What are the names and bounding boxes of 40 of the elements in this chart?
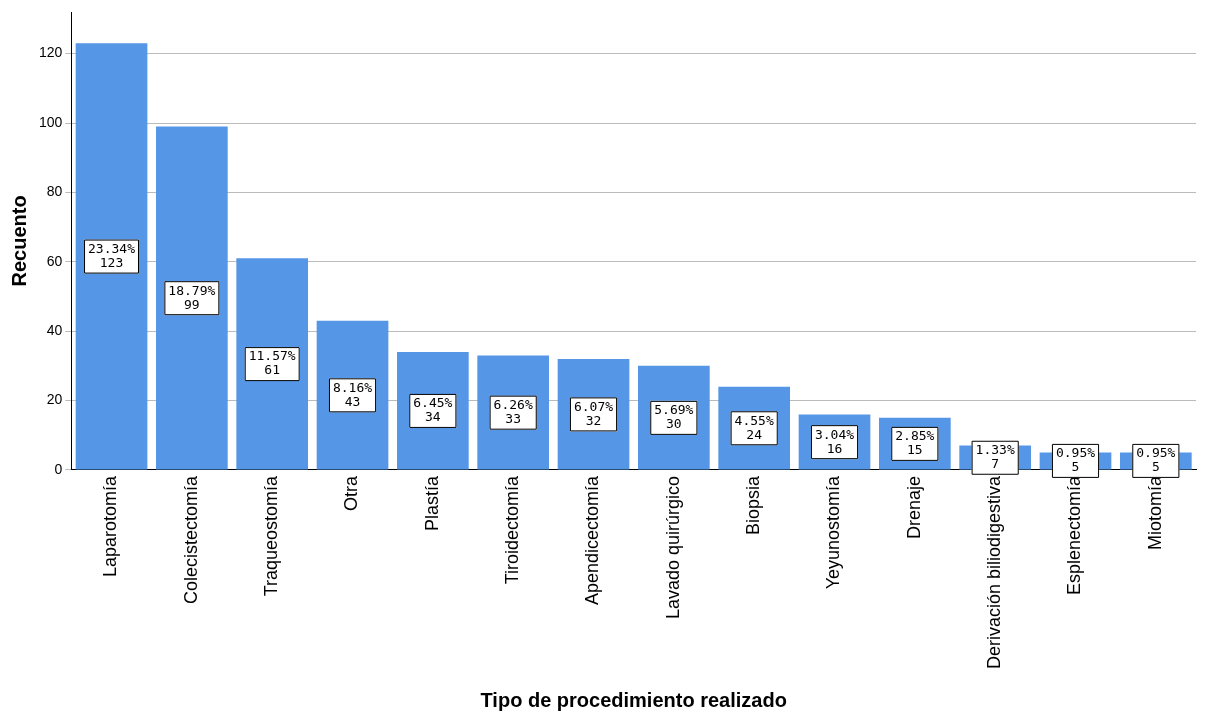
data-label: 18.79% 99 <box>168 282 216 312</box>
data-label: 23.34% 123 <box>88 240 136 270</box>
x-tick-label: Miotomía <box>1144 474 1165 550</box>
data-label: 1.33% 7 <box>975 442 1015 472</box>
data-label: 0.95% 5 <box>1136 445 1176 475</box>
data-label: 6.45% 34 <box>413 395 453 425</box>
x-tick-label: Drenaje <box>903 475 924 539</box>
x-tick-label: Apendicectomía <box>582 474 603 605</box>
x-axis-title: Tipo de procedimiento realizado <box>480 688 787 711</box>
x-tick-label: Lavado quirúrgico <box>662 475 683 620</box>
x-tick-label: Colecistectomía <box>180 474 201 604</box>
x-tick-label: Otra <box>341 474 362 511</box>
x-tick-label: Laparotomía <box>100 474 121 577</box>
y-axis-title: Recuento <box>7 195 30 287</box>
x-tick-label: Yeyunostomía <box>823 474 844 590</box>
data-label: 0.95% 5 <box>1055 445 1096 475</box>
y-tick-label: 40 <box>46 322 63 338</box>
data-label: 3.04% 16 <box>814 426 855 456</box>
data-label: 8.16% 43 <box>332 379 373 409</box>
bar <box>236 258 309 470</box>
data-label: 4.55% 24 <box>734 412 774 442</box>
x-tick-label: Traqueostomía <box>261 474 282 597</box>
bar <box>75 43 148 470</box>
x-tick-label: Esplenectomía <box>1064 474 1085 595</box>
x-tick-label: Tiroidectomía <box>502 474 523 585</box>
bar <box>156 126 228 470</box>
y-tick-label: 60 <box>46 252 63 269</box>
data-label: 6.26% 33 <box>493 397 533 427</box>
y-tick-label: 80 <box>46 183 63 200</box>
x-tick-label: Biopsia <box>743 474 764 535</box>
data-label: 2.85% 15 <box>895 428 935 458</box>
data-label: 6.07% 32 <box>573 398 614 428</box>
y-tick-label: 20 <box>46 391 63 408</box>
x-tick-label: Plastía <box>421 474 442 531</box>
y-tick-label: 0 <box>54 460 63 477</box>
y-tick-label: 120 <box>39 44 63 61</box>
x-tick-label: Derivación biliodigestiva <box>984 474 1005 670</box>
data-label: 5.69% 30 <box>654 402 694 432</box>
data-label: 11.57% 61 <box>248 348 296 378</box>
y-tick-label: 100 <box>39 113 63 130</box>
